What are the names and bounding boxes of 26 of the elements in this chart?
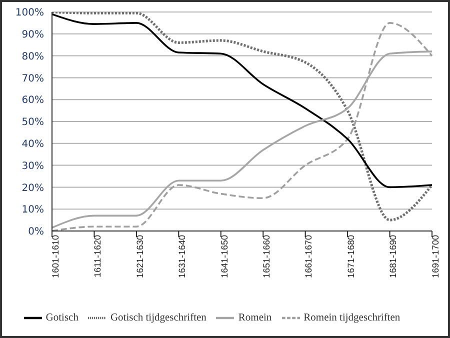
x-tick-label: 1601-1610 (50, 235, 60, 278)
x-tick-label: 1631-1640 (177, 235, 188, 278)
x-tick-label: 1611-1620 (92, 235, 103, 278)
y-tick-label: 70% (22, 73, 44, 84)
y-tick-label: 40% (22, 138, 44, 150)
x-tick-label: 1661-1670 (304, 235, 314, 278)
y-tick-label: 20% (22, 182, 44, 194)
legend-label: Romein tijdgeschriften (304, 312, 400, 324)
y-tick-label: 80% (22, 51, 44, 62)
x-tick-label: 1671-1680 (346, 235, 356, 278)
y-tick-label: 60% (22, 95, 44, 106)
legend-label: Gotisch tijdgeschriften (110, 312, 206, 324)
y-tick-label: 30% (22, 160, 44, 172)
legend-label: Gotisch (46, 312, 78, 324)
x-tick-label: 1691-1700 (430, 235, 440, 278)
x-tick-label: 1651-1660 (262, 235, 272, 278)
line-series (51, 13, 433, 188)
x-tick-label: 1621-1630 (134, 235, 145, 278)
y-tick-label: 90% (22, 29, 44, 40)
y-tick-label: 0% (28, 226, 44, 238)
y-tick-label: 100% (15, 8, 44, 19)
legend-label: Romein (238, 312, 272, 324)
y-tick-label: 50% (22, 117, 44, 128)
y-tick-label: 10% (22, 204, 44, 216)
x-tick-label: 1681-1690 (388, 235, 398, 278)
x-tick-label: 1641-1650 (219, 235, 230, 278)
